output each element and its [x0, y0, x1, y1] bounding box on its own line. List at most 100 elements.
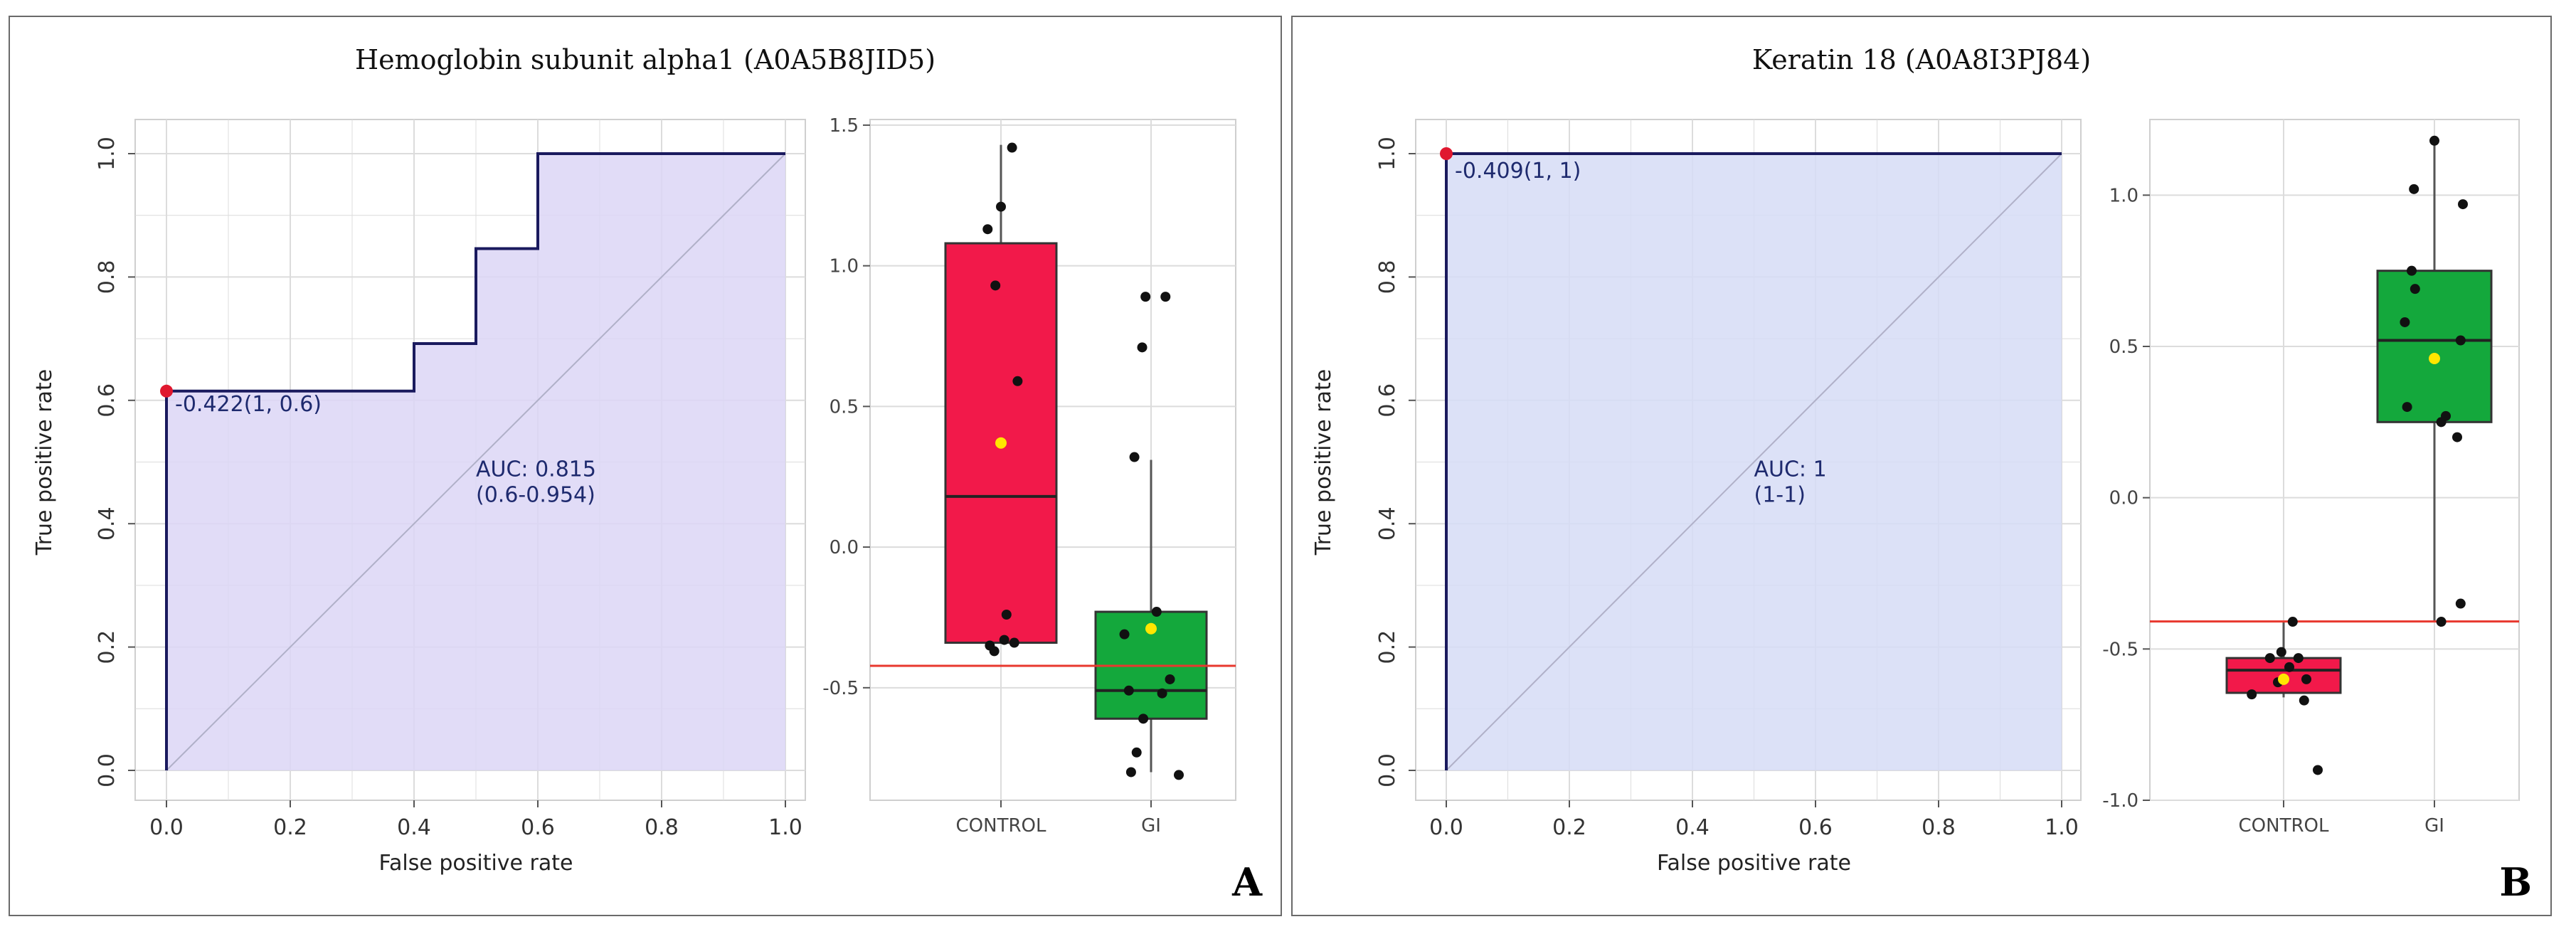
roc-b-x-axis-label: False positive rate: [1657, 851, 1851, 876]
roc-b-x-tick-label: 0.6: [1798, 815, 1833, 840]
roc-a-y-tick-label: 0.0: [95, 753, 120, 787]
roc-b-y-axis-label: True positive rate: [1311, 369, 1336, 556]
box-b-control-data-point: [2313, 765, 2323, 775]
box-a-gi-data-point: [1165, 674, 1175, 684]
roc-b-diagonal: [1446, 153, 2062, 771]
roc-b-cutoff-point: [1440, 147, 1453, 160]
roc-b-y-tick-label: 0.2: [1375, 630, 1400, 664]
box-b-control-data-point: [2247, 689, 2257, 700]
roc-a-auc-label: AUC: 0.815: [476, 457, 596, 482]
roc-b-cutoff-label: -0.409(1, 1): [1455, 159, 1581, 184]
box-a-gi-data-point: [1137, 342, 1147, 353]
box-a-y-tick-label: 1.5: [829, 115, 859, 137]
roc-a-x-axis-label: False positive rate: [379, 851, 573, 876]
roc-b-y-tick-label: 0.4: [1375, 506, 1400, 541]
box-b-x-tick-label: GI: [2424, 815, 2444, 837]
box-a-gi-data-point: [1160, 292, 1171, 302]
roc-b-x-tick-label: 0.8: [1922, 815, 1956, 840]
box-b-control-data-point: [2301, 674, 2311, 684]
roc-b-x-tick-label: 1.0: [2045, 815, 2079, 840]
box-a-gi-data-point: [1151, 607, 1162, 617]
roc-a-y-tick-label: 0.4: [95, 506, 120, 541]
box-a-gi-data-point: [1131, 747, 1142, 758]
roc-b-y-tick-label: 0.8: [1375, 260, 1400, 294]
box-b-gi-data-point: [2455, 598, 2466, 609]
roc-a-y-axis-label: True positive rate: [32, 369, 57, 556]
roc-b-ci-label: (1-1): [1754, 483, 1806, 508]
box-b-control-data-point: [2284, 662, 2294, 672]
box-b-control-data-point: [2276, 647, 2286, 657]
box-a-gi-data-point: [1157, 688, 1167, 699]
box-b-plot-area: [2149, 119, 2520, 801]
box-a-control-data-point: [989, 646, 1000, 657]
roc-a-x-tick-label: 0.8: [645, 815, 679, 840]
box-a-control-data-point: [982, 224, 993, 235]
box-b-control-mean-marker: [2278, 673, 2289, 685]
box-b-gi-data-point: [2410, 284, 2420, 294]
box-b-gi-data-point: [2455, 335, 2466, 346]
box-b-gi-mean-marker: [2429, 353, 2440, 365]
box-b-gi-data-point: [2407, 265, 2417, 276]
roc-a-x-tick-label: 0.2: [273, 815, 307, 840]
roc-b-y-tick-label: 0.6: [1375, 383, 1400, 418]
box-b-gi-data-point: [2429, 135, 2439, 146]
box-b-gi-data-point: [2436, 617, 2447, 627]
roc-a-x-tick-label: 1.0: [768, 815, 802, 840]
panel-a-letter: A: [1232, 859, 1262, 905]
box-a-gi-data-point: [1123, 685, 1134, 696]
box-b-y-tick-label: -0.5: [2102, 639, 2138, 660]
box-a-x-tick-label: GI: [1141, 815, 1161, 837]
roc-b-x-tick-label: 0.4: [1675, 815, 1710, 840]
roc-a-roc-curve: [165, 152, 785, 770]
box-b-x-tick-label: CONTROL: [2239, 815, 2329, 837]
roc-b-y-tick-label: 0.0: [1375, 753, 1400, 787]
roc-b-y-tick-label: 1.0: [1375, 137, 1400, 171]
box-b-y-tick-label: 0.5: [2109, 336, 2138, 358]
box-b-control-data-point: [2287, 617, 2298, 627]
box-b-control-data-point: [2299, 695, 2309, 706]
roc-a-y-tick-label: 1.0: [95, 137, 120, 171]
box-a-y-tick-label: 0.0: [829, 537, 859, 558]
box-b-gi-data-point: [2402, 402, 2412, 413]
roc-b-auc-label: AUC: 1: [1754, 457, 1827, 482]
box-b-control-data-point: [2264, 653, 2275, 664]
box-b-gi-data-point: [2400, 317, 2410, 327]
box-a-control-mean-marker: [995, 437, 1007, 449]
box-a-gi-data-point: [1119, 629, 1130, 640]
roc-a-diagonal: [166, 153, 786, 771]
box-a-y-tick-label: -0.5: [822, 678, 859, 699]
roc-a-y-tick-label: 0.6: [95, 383, 120, 418]
panel-b-letter: B: [2499, 859, 2532, 905]
box-a-x-tick-label: CONTROL: [956, 815, 1046, 837]
box-a-y-tick-label: 1.0: [829, 256, 859, 277]
panel-b-title: Keratin 18 (A0A8I3PJ84): [1751, 44, 2092, 75]
box-a-gi-data-point: [1129, 452, 1140, 462]
roc-a-x-tick-label: 0.6: [521, 815, 555, 840]
roc-a-cutoff-label: -0.422(1, 0.6): [175, 392, 322, 417]
box-a-y-tick-label: 0.5: [829, 396, 859, 418]
box-a-control-data-point: [1001, 610, 1012, 620]
roc-a-x-tick-label: 0.4: [397, 815, 431, 840]
box-b-gi-data-point: [2441, 410, 2451, 421]
roc-a-y-tick-label: 0.2: [95, 630, 120, 664]
box-a-control-data-point: [999, 635, 1009, 645]
box-a-gi-data-point: [1138, 713, 1149, 724]
box-b-control-data-point: [2293, 653, 2304, 664]
box-b-y-tick-label: -1.0: [2102, 790, 2138, 812]
box-a-gi-data-point: [1140, 292, 1151, 302]
box-b-y-tick-label: 1.0: [2109, 185, 2138, 206]
box-a-control-data-point: [990, 280, 1001, 291]
box-a-control-data-point: [1007, 142, 1017, 153]
roc-a-cutoff-point: [160, 384, 173, 398]
roc-a-x-tick-label: 0.0: [149, 815, 184, 840]
box-a-control-data-point: [1009, 637, 1019, 648]
roc-b-x-tick-label: 0.0: [1429, 815, 1463, 840]
box-a-control-data-point: [1012, 376, 1023, 386]
roc-a-ci-label: (0.6-0.954): [476, 483, 595, 508]
box-a-control-data-point: [996, 201, 1006, 212]
box-b-gi-data-point: [2458, 199, 2468, 210]
roc-b-x-tick-label: 0.2: [1552, 815, 1586, 840]
box-b-gi-data-point: [2409, 184, 2419, 194]
box-b-y-tick-label: 0.0: [2109, 488, 2138, 509]
panel-a-title: Hemoglobin subunit alpha1 (A0A5B8JID5): [354, 44, 936, 75]
